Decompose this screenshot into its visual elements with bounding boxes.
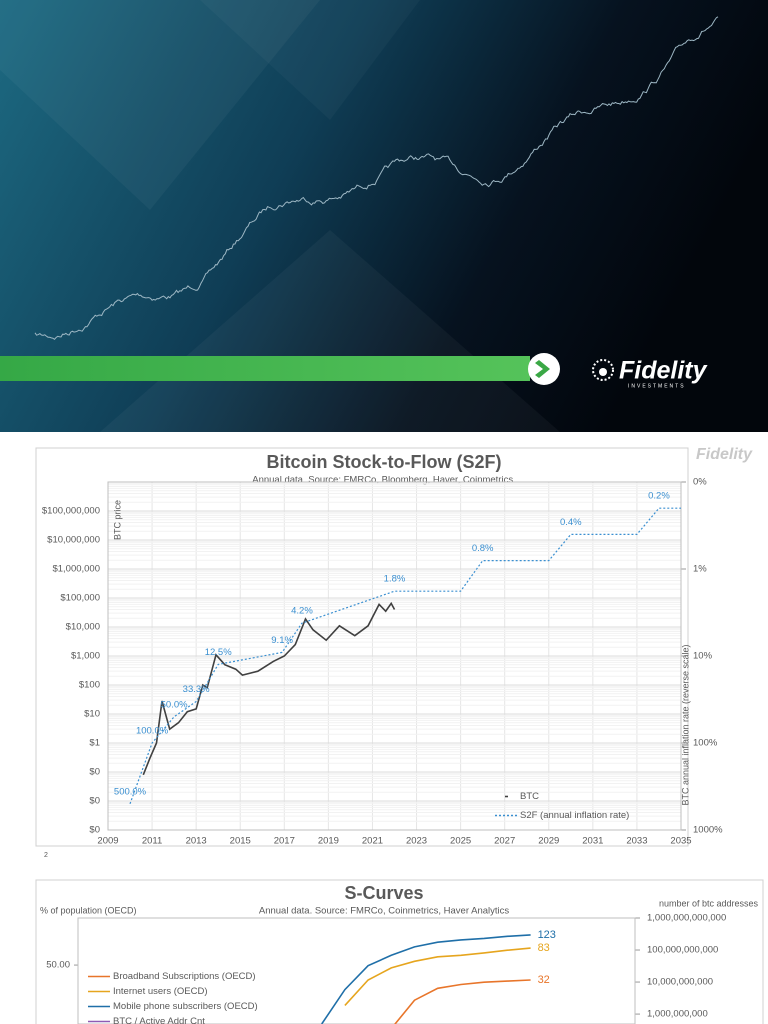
y-tick-label: $100 bbox=[79, 680, 100, 691]
ghost-logo: Fidelity bbox=[696, 446, 753, 463]
legend-label: BTC bbox=[520, 791, 539, 802]
y-tick-label: 50.00 bbox=[46, 960, 70, 971]
x-tick-label: 2029 bbox=[538, 836, 559, 847]
y2-tick-label: 100% bbox=[693, 738, 718, 749]
end-label: 32 bbox=[538, 974, 550, 986]
y-tick-label: $1,000 bbox=[71, 651, 100, 662]
chart-subtitle: Annual data. Source: FMRCo, Coinmetrics,… bbox=[259, 906, 510, 917]
y-tick-label: $1 bbox=[89, 738, 100, 749]
y-tick-label: $1,000,000 bbox=[52, 564, 100, 575]
legend-label: S2F (annual inflation rate) bbox=[520, 810, 629, 821]
y-tick-label: $10,000 bbox=[66, 622, 100, 633]
x-tick-label: 2027 bbox=[494, 836, 515, 847]
legend-label: Broadband Subscriptions (OECD) bbox=[113, 971, 256, 982]
y2-tick-label: 0% bbox=[693, 477, 707, 488]
x-tick-label: 2035 bbox=[670, 836, 691, 847]
series-line bbox=[321, 934, 531, 1024]
data-label: 100.0% bbox=[136, 726, 169, 737]
x-tick-label: 2015 bbox=[230, 836, 251, 847]
x-tick-label: 2025 bbox=[450, 836, 471, 847]
series-line bbox=[394, 979, 531, 1024]
y2-label: number of btc addresses bbox=[659, 898, 759, 908]
y2-label: BTC annual inflation rate (reverse scale… bbox=[680, 644, 690, 805]
series-line bbox=[344, 947, 531, 1006]
chart-title: S-Curves bbox=[344, 883, 423, 903]
data-label: 4.2% bbox=[291, 606, 313, 617]
x-tick-label: 2011 bbox=[142, 836, 162, 847]
plot-area bbox=[77, 917, 636, 1024]
y-tick-label: $100,000,000 bbox=[42, 506, 100, 517]
y2-tick-label: 10% bbox=[693, 651, 713, 662]
banner-line bbox=[34, 16, 719, 340]
page-number: 2 bbox=[44, 852, 48, 859]
y2-tick-label: 1% bbox=[693, 564, 707, 575]
logo-icon bbox=[592, 359, 614, 381]
legend-label: Internet users (OECD) bbox=[113, 986, 208, 997]
legend-label: BTC / Active Addr Cnt bbox=[113, 1016, 205, 1024]
x-tick-label: 2017 bbox=[274, 836, 295, 847]
x-tick-label: 2019 bbox=[318, 836, 339, 847]
y-tick-label: $10,000,000 bbox=[47, 535, 100, 546]
y-tick-label: $0 bbox=[89, 796, 100, 807]
y-tick-label: $0 bbox=[89, 825, 100, 836]
banner-bar bbox=[0, 356, 530, 381]
chart-subtitle: Annual data. Source: FMRCo, Bloomberg, H… bbox=[252, 475, 515, 486]
x-tick-label: 2013 bbox=[186, 836, 207, 847]
data-label: 9.1% bbox=[271, 635, 293, 646]
end-label: 123 bbox=[538, 929, 556, 941]
banner: Fidelity INVESTMENTS bbox=[0, 0, 768, 432]
y-tick-label: $100,000 bbox=[60, 593, 100, 604]
chart: Bitcoin Stock-to-Flow (S2F) Annual data. … bbox=[35, 447, 723, 847]
logo-icon bbox=[599, 368, 607, 376]
logo-text: Fidelity bbox=[619, 357, 708, 385]
y2-tick-label: 10,000,000,000 bbox=[647, 977, 713, 988]
logo-tagline: INVESTMENTS bbox=[628, 383, 686, 389]
y-tick-label: $10 bbox=[84, 709, 100, 720]
data-label: 500.0% bbox=[114, 786, 147, 797]
banner-shape bbox=[100, 230, 560, 432]
data-label: 33.3% bbox=[183, 684, 210, 695]
x-tick-label: 2031 bbox=[582, 836, 603, 847]
y-label: BTC price bbox=[112, 500, 122, 540]
x-tick-label: 2023 bbox=[406, 836, 427, 847]
x-tick-label: 2009 bbox=[97, 836, 118, 847]
y2-tick-label: 1000% bbox=[693, 825, 723, 836]
y2-tick-label: 1,000,000,000 bbox=[647, 1009, 708, 1020]
y2-tick-label: 1,000,000,000,000 bbox=[647, 913, 726, 924]
data-label: 0.8% bbox=[472, 543, 494, 554]
banner-shape bbox=[0, 0, 320, 210]
plot-area bbox=[107, 481, 682, 831]
data-label: 0.2% bbox=[648, 491, 670, 502]
data-label: 0.4% bbox=[560, 517, 582, 528]
y-tick-label: $0 bbox=[89, 767, 100, 778]
x-tick-label: 2021 bbox=[362, 836, 383, 847]
series-line bbox=[142, 601, 396, 776]
data-label: 50.0% bbox=[161, 699, 188, 710]
arrow-icon bbox=[535, 360, 550, 378]
data-label: 12.5% bbox=[205, 647, 232, 658]
y-label: % of population (OECD) bbox=[40, 905, 137, 915]
legend-label: Mobile phone subscribers (OECD) bbox=[113, 1001, 258, 1012]
y2-tick-label: 100,000,000,000 bbox=[647, 945, 718, 956]
end-label: 83 bbox=[538, 942, 550, 954]
data-label: 1.8% bbox=[384, 574, 406, 585]
chart-title: Bitcoin Stock-to-Flow (S2F) bbox=[267, 452, 502, 472]
x-tick-label: 2033 bbox=[626, 836, 647, 847]
chart: S-Curves Annual data. Source: FMRCo, Coin… bbox=[35, 879, 764, 1024]
